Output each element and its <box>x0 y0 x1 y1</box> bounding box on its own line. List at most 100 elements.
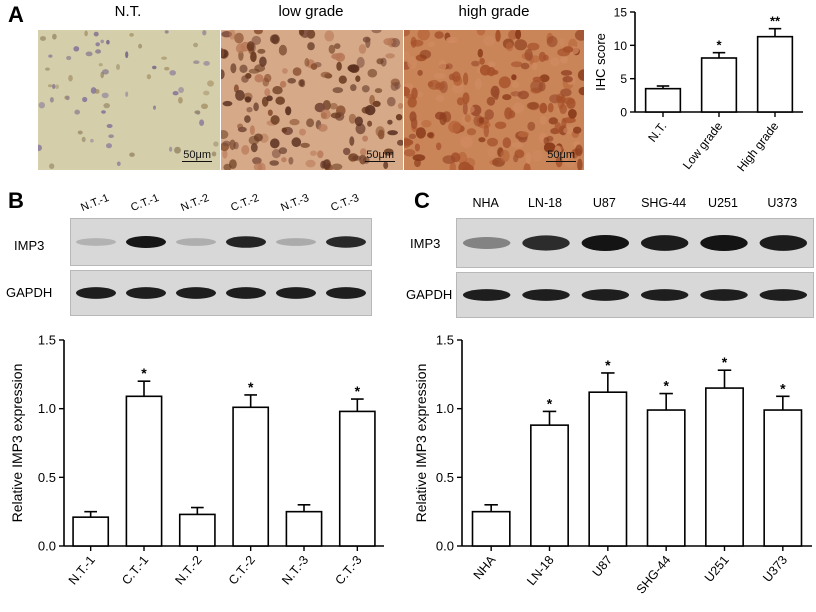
cell-nucleus <box>244 96 252 103</box>
cell-nucleus <box>82 96 88 103</box>
cell-nucleus <box>523 163 531 170</box>
cell-nucleus <box>106 143 112 149</box>
cell-nucleus <box>385 53 395 59</box>
cell-nucleus <box>510 91 523 97</box>
cell-nucleus <box>505 42 514 52</box>
cell-nucleus <box>164 66 170 71</box>
cell-nucleus <box>330 112 342 119</box>
cell-nucleus <box>101 92 109 99</box>
cell-nucleus <box>427 41 436 47</box>
cell-nucleus <box>361 85 370 93</box>
cell-nucleus <box>108 134 114 138</box>
cell-nucleus <box>471 60 480 67</box>
cell-nucleus <box>292 67 302 76</box>
cell-nucleus <box>456 97 465 106</box>
cell-nucleus <box>271 149 281 159</box>
cell-nucleus <box>281 127 287 133</box>
cell-nucleus <box>462 102 468 115</box>
cell-nucleus <box>235 43 246 54</box>
cell-nucleus <box>395 114 403 121</box>
cell-nucleus <box>464 114 471 123</box>
bar <box>756 35 794 113</box>
cell-nucleus <box>371 30 382 34</box>
cell-nucleus <box>288 157 294 165</box>
cell-nucleus <box>234 32 244 44</box>
cell-nucleus <box>281 157 287 163</box>
cell-nucleus <box>222 140 231 147</box>
cell-nucleus <box>332 87 344 94</box>
cell-nucleus <box>495 30 501 42</box>
cell-nucleus <box>458 161 471 170</box>
cell-nucleus <box>452 82 464 94</box>
cell-nucleus <box>502 94 512 101</box>
cell-nucleus <box>383 161 389 169</box>
cell-nucleus <box>259 56 267 67</box>
cell-nucleus <box>324 30 335 42</box>
cell-nucleus <box>508 30 518 40</box>
blot-band <box>226 287 266 299</box>
x-tick-label: C.T.-2 <box>226 553 258 588</box>
cell-nucleus <box>486 96 496 106</box>
blot-band <box>176 238 216 246</box>
lane-label: N.T.-2 <box>179 191 211 215</box>
cell-nucleus <box>178 87 185 93</box>
bar <box>646 409 686 547</box>
cell-nucleus <box>213 141 219 147</box>
cell-nucleus <box>546 36 558 48</box>
blot-band <box>276 287 316 299</box>
cell-nucleus <box>559 37 565 47</box>
cell-nucleus <box>407 97 417 108</box>
lane-label: N.T.-1 <box>79 191 111 215</box>
bar <box>763 409 803 547</box>
cell-nucleus <box>526 102 539 110</box>
cell-nucleus <box>336 61 342 71</box>
lane-label: U251 <box>708 196 738 210</box>
y-tick-label: 0 <box>620 106 627 120</box>
x-tick-label: Low grade <box>680 119 726 172</box>
cell-nucleus <box>282 68 288 74</box>
cell-nucleus <box>494 121 507 129</box>
cell-nucleus <box>562 76 573 83</box>
cell-nucleus <box>270 115 280 125</box>
cell-nucleus <box>562 155 569 163</box>
panel-a-letter: A <box>8 2 24 27</box>
cell-nucleus <box>575 144 583 157</box>
y-tick-label: 0.5 <box>436 470 454 485</box>
cell-nucleus <box>66 55 72 61</box>
bar <box>125 395 163 547</box>
cell-nucleus <box>421 120 432 128</box>
cell-nucleus <box>52 33 57 40</box>
significance-marker: * <box>355 383 361 399</box>
cell-nucleus <box>338 75 347 84</box>
cell-nucleus <box>484 109 494 120</box>
cell-nucleus <box>253 30 263 35</box>
cell-nucleus <box>298 30 305 36</box>
cell-nucleus <box>532 62 538 71</box>
cell-nucleus <box>138 43 143 49</box>
blot-b-imp3-label: IMP3 <box>14 238 45 253</box>
cell-nucleus <box>230 63 237 74</box>
cell-nucleus <box>414 143 420 152</box>
bar <box>338 410 376 547</box>
cell-nucleus <box>95 49 102 54</box>
cell-nucleus <box>125 51 129 59</box>
cell-nucleus <box>203 61 210 66</box>
cell-nucleus <box>194 110 200 114</box>
cell-nucleus <box>568 109 577 119</box>
image-label-high-grade: high grade <box>458 3 530 20</box>
y-tick-label: 0.5 <box>38 470 56 485</box>
cell-nucleus <box>474 78 482 90</box>
cell-nucleus <box>462 92 470 104</box>
panel-c-letter: C <box>414 188 430 213</box>
lane-label: C.T.-1 <box>129 191 161 215</box>
cell-nucleus <box>404 149 416 157</box>
cell-nucleus <box>539 74 550 83</box>
cell-nucleus <box>252 157 262 165</box>
cell-nucleus <box>564 160 576 168</box>
blot-band <box>581 289 630 301</box>
cell-nucleus <box>328 44 336 54</box>
cell-nucleus <box>394 81 401 90</box>
cell-nucleus <box>514 39 528 51</box>
cell-nucleus <box>129 33 134 37</box>
cell-nucleus <box>221 47 225 58</box>
